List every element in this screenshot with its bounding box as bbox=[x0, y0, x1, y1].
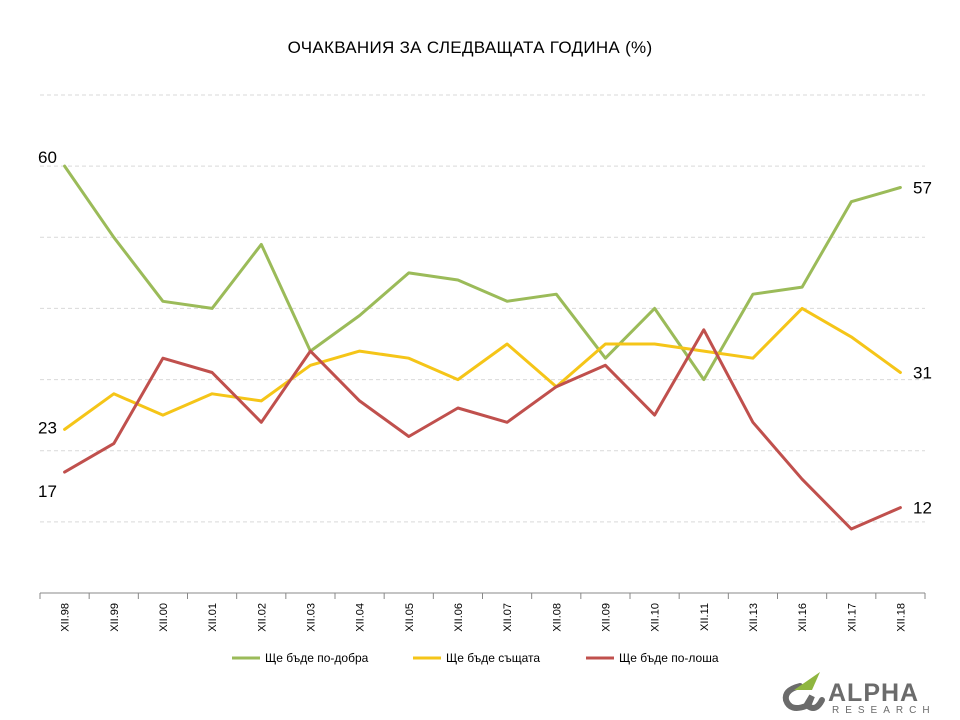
x-tick-label: XII.09 bbox=[600, 603, 612, 632]
data-label-end: 12 bbox=[913, 499, 932, 518]
axes bbox=[39, 592, 926, 599]
brand-logo: ALPHA RESEARCH bbox=[782, 672, 936, 716]
legend-label: Ще бъде същата bbox=[446, 651, 540, 665]
alpha-logo-icon bbox=[782, 672, 825, 711]
data-label-start: 23 bbox=[38, 418, 57, 437]
legend: Ще бъде по-добра Ще бъде същата Ще бъде по… bbox=[232, 651, 719, 665]
brand-sub: RESEARCH bbox=[832, 705, 936, 716]
data-label-start: 60 bbox=[38, 148, 57, 167]
end-labels: 60 57 23 31 17 12 bbox=[38, 148, 932, 517]
series-lines bbox=[63, 164, 902, 531]
x-tick-label: XII.07 bbox=[502, 603, 514, 632]
x-tick-label: XII.98 bbox=[60, 603, 72, 632]
brand-name: ALPHA bbox=[828, 679, 919, 707]
x-tick-label: XII.99 bbox=[109, 603, 121, 632]
x-tick-label: XII.17 bbox=[846, 603, 858, 632]
x-tick-label: XII.05 bbox=[404, 603, 416, 632]
x-tick-label: XII.10 bbox=[650, 603, 662, 632]
x-tick-label: XII.00 bbox=[158, 603, 170, 632]
x-tick-label: XII.13 bbox=[748, 603, 760, 632]
x-tick-label: XII.04 bbox=[355, 603, 367, 632]
x-tick-label: XII.03 bbox=[305, 603, 317, 632]
x-tick-label: XII.18 bbox=[895, 603, 907, 632]
x-tick-label: XII.16 bbox=[797, 603, 809, 632]
x-tick-label: XII.02 bbox=[256, 603, 268, 632]
legend-label: Ще бъде по-лоша bbox=[619, 651, 719, 665]
data-label-start: 17 bbox=[38, 482, 57, 501]
x-tick-label: XII.01 bbox=[207, 603, 219, 632]
data-label-end: 57 bbox=[913, 178, 932, 197]
chart-title: ОЧАКВАНИЯ ЗА СЛЕДВАЩАТА ГОДИНА (%) bbox=[288, 38, 653, 57]
x-tick-label: XII.06 bbox=[453, 603, 465, 632]
series-line-1 bbox=[63, 164, 902, 382]
x-tick-label: XII.11 bbox=[699, 603, 711, 631]
x-tick-label: XII.08 bbox=[551, 603, 563, 632]
gridlines bbox=[40, 94, 925, 523]
data-label-end: 31 bbox=[913, 363, 932, 382]
series-line-3 bbox=[63, 328, 902, 531]
x-tick-labels: XII.98 XII.99 XII.00 XII.01 XII.02 XII.03 XII.… bbox=[60, 603, 908, 632]
legend-label: Ще бъде по-добра bbox=[265, 651, 369, 665]
series-line-2 bbox=[63, 306, 902, 431]
